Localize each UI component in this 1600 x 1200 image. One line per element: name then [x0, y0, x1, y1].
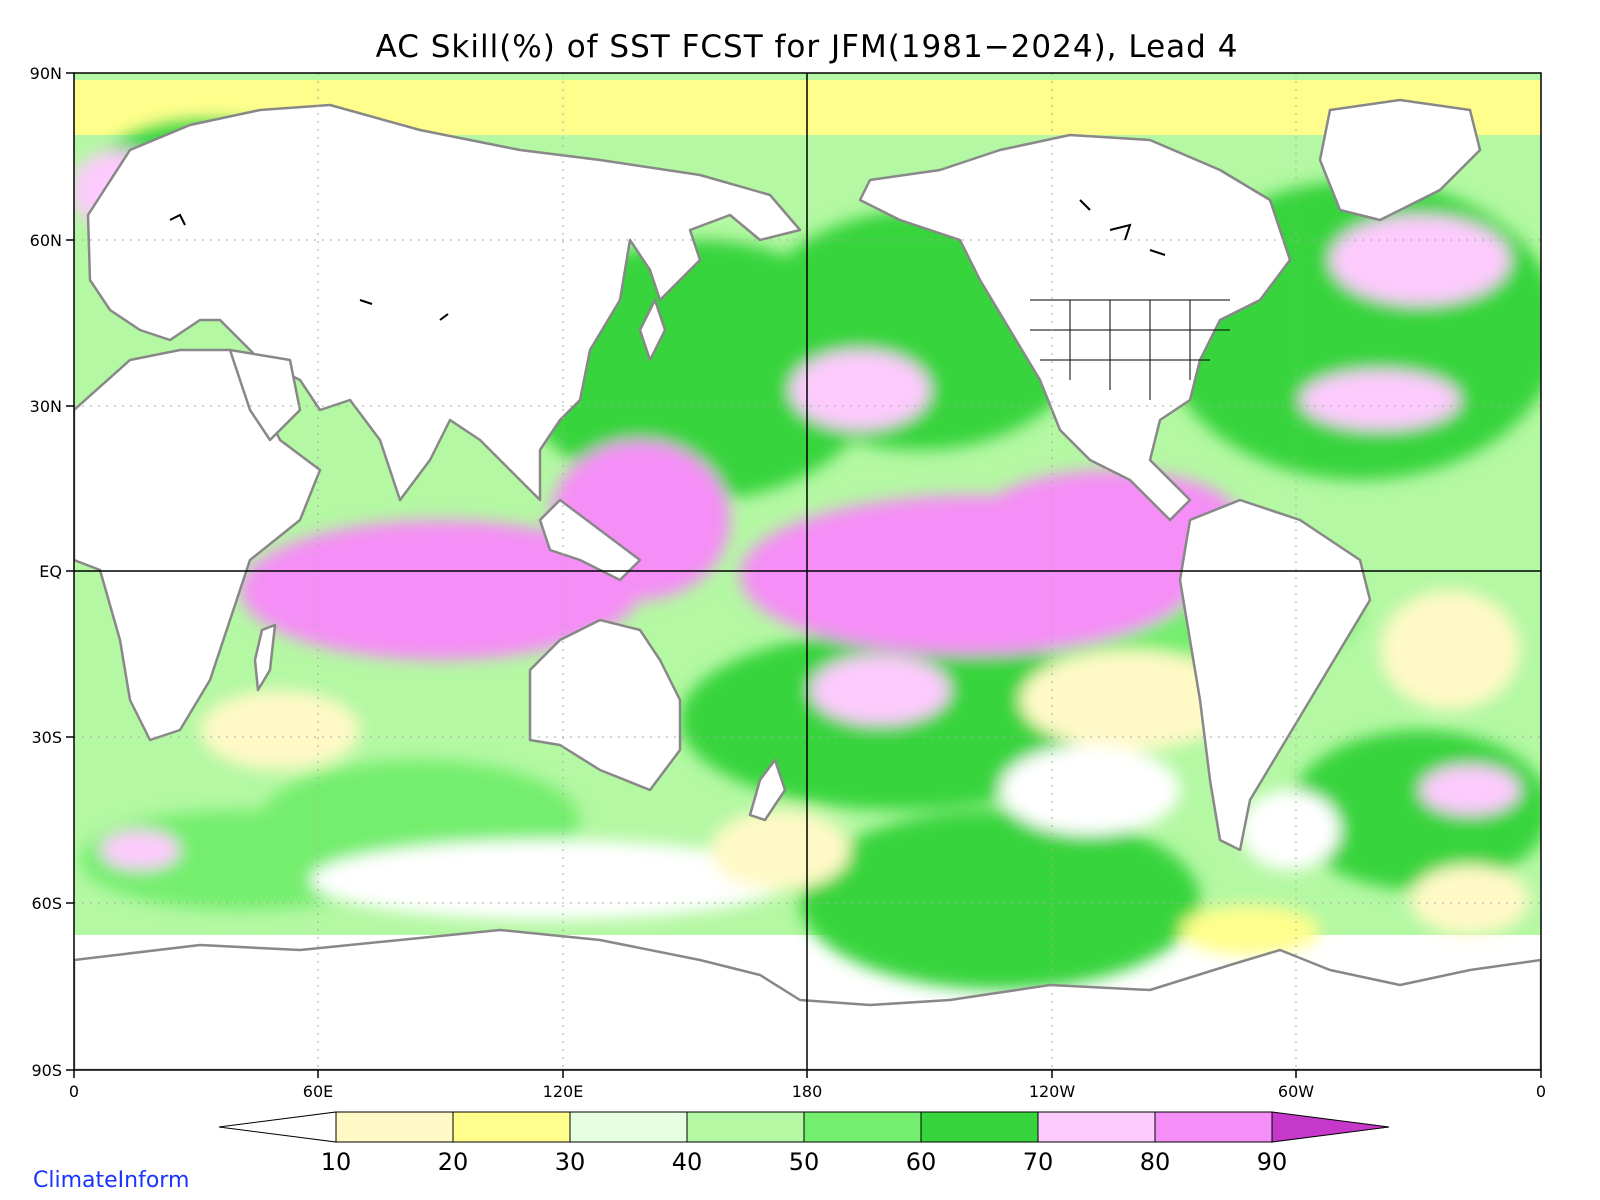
colorbar-segment — [452, 1111, 571, 1143]
map-title: AC Skill(%) of SST FCST for JFM(1981−202… — [376, 29, 1239, 65]
credit-text: ClimateInform — [33, 1168, 190, 1193]
x-tick-label: 120E — [543, 1082, 584, 1101]
colorbar-segment — [920, 1111, 1039, 1143]
tick-marks — [66, 72, 1542, 1078]
colorbar-segment — [335, 1111, 454, 1143]
y-tick-label: 30N — [30, 397, 62, 416]
x-axis-labels: 0 60E 120E 180 120W 60W 0 — [69, 1082, 1546, 1101]
colorbar-segment — [803, 1111, 922, 1143]
colorbar-label: 70 — [1023, 1148, 1054, 1176]
x-tick-label: 60W — [1278, 1082, 1314, 1101]
y-tick-label: 90S — [31, 1061, 62, 1080]
colorbar-label: 80 — [1140, 1148, 1171, 1176]
colorbar-segment — [686, 1111, 805, 1143]
colorbar: 10 20 30 40 50 60 70 80 90 — [218, 1111, 1390, 1176]
colorbar-label: 90 — [1257, 1148, 1288, 1176]
eurasia-landmass — [86, 103, 802, 502]
lakes — [169, 199, 1166, 321]
colorbar-label: 10 — [321, 1148, 352, 1176]
y-tick-label: 60S — [31, 894, 62, 913]
x-tick-label: 180 — [792, 1082, 823, 1101]
colorbar-label: 60 — [906, 1148, 937, 1176]
north-america-landmass — [858, 133, 1292, 522]
greenland-landmass — [1318, 98, 1482, 222]
x-tick-label: 0 — [69, 1082, 79, 1101]
us-state-lines — [1030, 299, 1230, 400]
colorbar-label: 20 — [438, 1148, 469, 1176]
y-tick-label: 90N — [30, 64, 62, 83]
south-america-landmass — [1178, 498, 1372, 852]
africa-landmass — [74, 348, 322, 742]
x-tick-label: 0 — [1536, 1082, 1546, 1101]
colorbar-segment — [1271, 1111, 1390, 1143]
colorbar-segment — [1037, 1111, 1156, 1143]
y-axis-labels: 90N 60N 30N EQ 30S 60S 90S — [30, 64, 62, 1080]
antarctica-landmass — [74, 928, 1541, 1070]
y-tick-label: 60N — [30, 231, 62, 250]
colorbar-segment — [569, 1111, 688, 1143]
x-tick-label: 60E — [303, 1082, 333, 1101]
colorbar-segment — [218, 1111, 337, 1143]
x-tick-label: 120W — [1029, 1082, 1076, 1101]
colorbar-label: 30 — [555, 1148, 586, 1176]
y-tick-label: 30S — [31, 728, 62, 747]
skill-field — [74, 73, 1541, 1070]
colorbar-label: 50 — [789, 1148, 820, 1176]
colorbar-label: 40 — [672, 1148, 703, 1176]
australia-landmass — [528, 618, 682, 792]
colorbar-segment — [1154, 1111, 1273, 1143]
land-masses — [74, 98, 1541, 1070]
y-tick-label: EQ — [39, 562, 62, 581]
